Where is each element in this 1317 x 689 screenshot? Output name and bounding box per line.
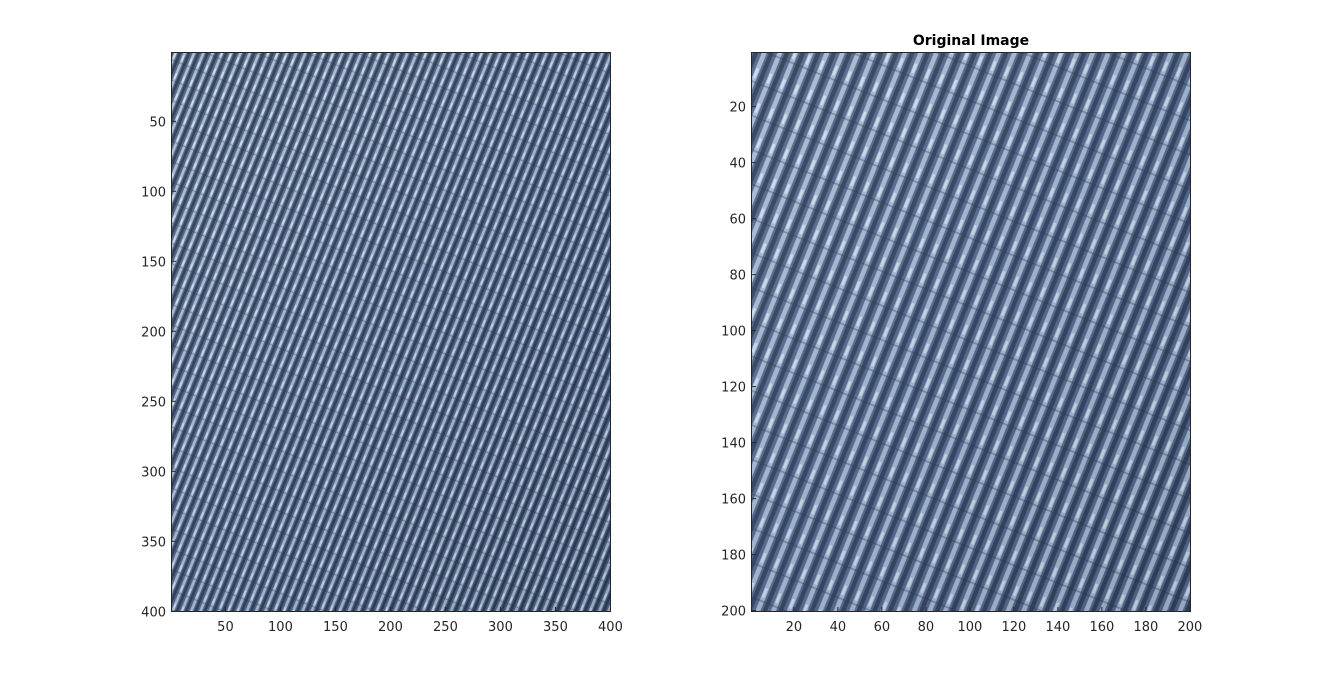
left-xtick-label: 250 [433,620,458,635]
left-ytick-label: 350 [141,535,166,550]
left-ytick-label: 200 [141,325,166,340]
left-ytick-label: 300 [141,465,166,480]
original-xtick-label: 180 [1133,620,1158,635]
left-ytick-label: 50 [149,115,166,130]
left-xtick-label: 400 [598,620,623,635]
left-xtick-label: 350 [543,620,568,635]
original-ytick-label: 80 [729,269,746,284]
left-ytick-label: 150 [141,255,166,270]
original-xtick-label: 80 [918,620,935,635]
original-ytick-label: 60 [729,213,746,228]
left-xtick-label: 300 [488,620,513,635]
original-ytick-label: 120 [721,381,746,396]
original-ytick-label: 100 [721,325,746,340]
original-ytick-label: 180 [721,549,746,564]
left-image-shading [171,52,611,612]
original-xtick-label: 40 [830,620,847,635]
original-xtick-label: 200 [1177,620,1202,635]
original-ytick-label: 160 [721,493,746,508]
original-ytick-label: 140 [721,437,746,452]
original-xtick-label: 140 [1045,620,1070,635]
original-xtick-label: 100 [957,620,982,635]
original-xtick-label: 120 [1001,620,1026,635]
original-ytick-label: 20 [729,101,746,116]
left-image-axes: 50 100 150 200 250 300 350 400 50 100 150 200 250 300… [141,52,623,635]
left-ytick-label: 400 [141,605,166,620]
original-ytick-label: 40 [729,157,746,172]
original-image-shading [751,52,1191,612]
original-image-axes: 20 40 60 80 100 120 140 160 180 200 20 40 60 80 100 120… [721,33,1202,635]
original-xtick-label: 20 [786,620,803,635]
original-axes-title: Original Image [913,33,1029,49]
left-xtick-label: 100 [268,620,293,635]
original-xtick-label: 60 [874,620,891,635]
left-xtick-label: 150 [323,620,348,635]
original-ytick-label: 200 [721,605,746,620]
original-xtick-label: 160 [1089,620,1114,635]
left-ytick-label: 100 [141,185,166,200]
left-xtick-label: 200 [378,620,403,635]
left-axes-frame [171,52,611,612]
left-ytick-label: 250 [141,395,166,410]
original-axes-frame [751,52,1191,612]
left-xtick-label: 50 [217,620,234,635]
